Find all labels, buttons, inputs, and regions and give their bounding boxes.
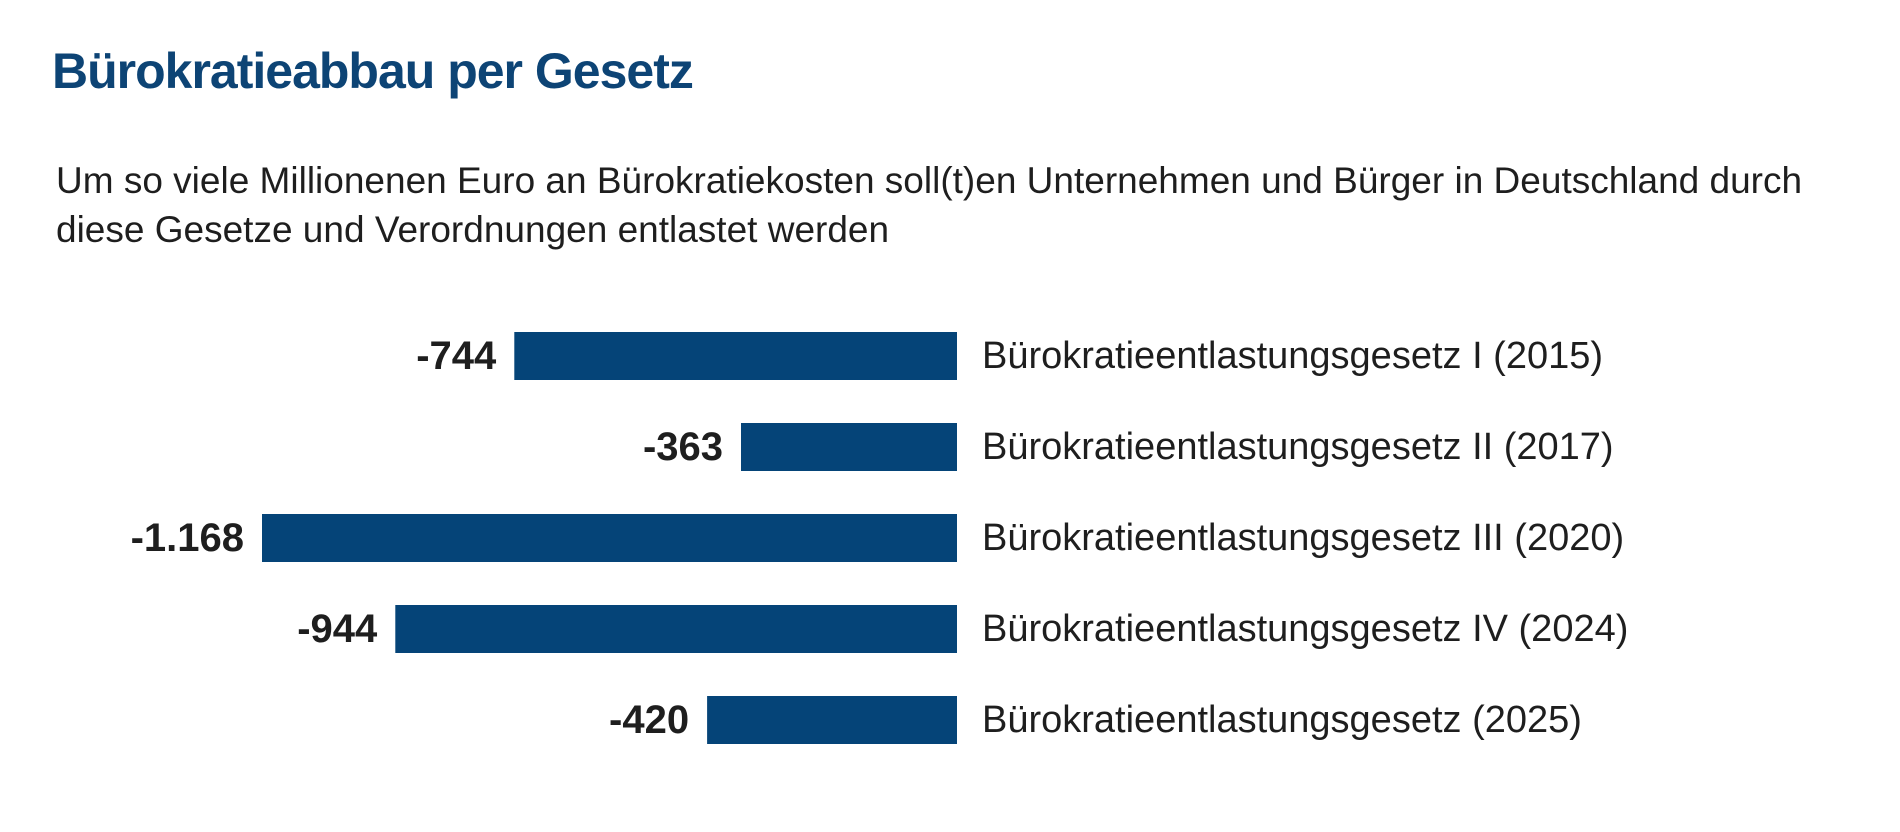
category-label-2: Bürokratieentlastungsgesetz II (2017)	[982, 426, 1614, 468]
bar-5	[707, 696, 957, 744]
value-label-3: -1.168	[131, 516, 244, 560]
chart-subtitle: Um so viele Millionenen Euro an Bürokrat…	[56, 160, 1803, 250]
value-label-5: -420	[609, 698, 689, 742]
value-label-4: -944	[297, 607, 378, 651]
bar-3	[262, 514, 957, 562]
category-label-3: Bürokratieentlastungsgesetz III (2020)	[982, 517, 1624, 559]
bar-2	[741, 423, 957, 471]
category-label-1: Bürokratieentlastungsgesetz I (2015)	[982, 335, 1603, 377]
category-label-5: Bürokratieentlastungsgesetz (2025)	[982, 699, 1582, 741]
value-label-2: -363	[643, 425, 723, 469]
value-label-1: -744	[416, 334, 497, 378]
bar-1	[514, 332, 957, 380]
category-label-4: Bürokratieentlastungsgesetz IV (2024)	[982, 608, 1628, 650]
bar-4	[395, 605, 957, 653]
chart-title: Bürokratieabbau per Gesetz	[52, 43, 694, 99]
